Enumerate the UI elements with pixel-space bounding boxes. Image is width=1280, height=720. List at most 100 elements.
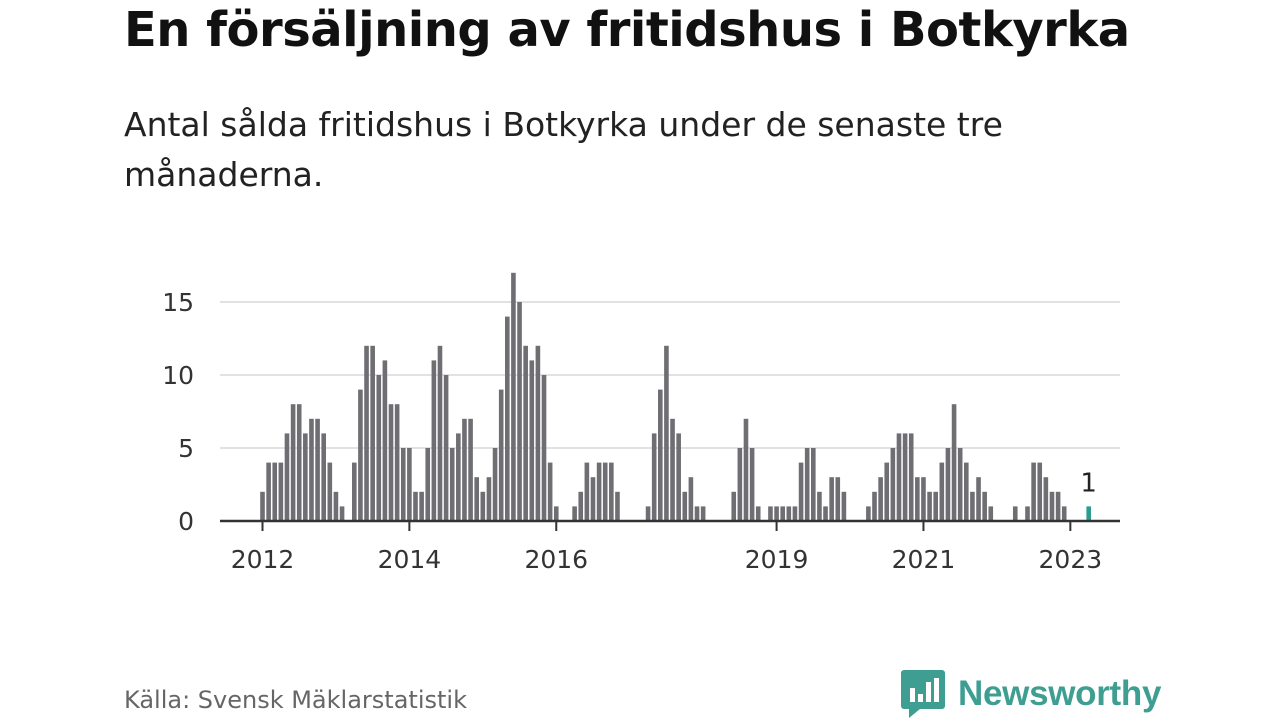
brand-logo[interactable]: Newsworthy	[900, 668, 1161, 720]
bar	[382, 360, 388, 521]
x-tick-label: 2012	[231, 545, 295, 574]
x-tick-label: 2021	[892, 545, 956, 574]
bar	[676, 433, 681, 521]
bar	[798, 462, 804, 521]
bar	[1043, 477, 1049, 521]
bar	[645, 506, 651, 521]
bar	[982, 491, 987, 521]
bar	[737, 448, 743, 521]
bar	[872, 491, 877, 521]
bar	[768, 506, 773, 521]
bar	[260, 491, 265, 521]
y-tick-label: 0	[178, 507, 194, 536]
bar	[486, 477, 492, 521]
bar	[419, 491, 424, 521]
bar	[841, 491, 847, 521]
bar	[835, 477, 841, 521]
bar	[278, 462, 284, 521]
chart-title: En försäljning av fritidshus i Botkyrka	[124, 2, 1130, 58]
bar	[792, 506, 798, 521]
bar	[364, 345, 369, 521]
axes	[220, 519, 1120, 531]
bar	[425, 448, 431, 521]
bar	[529, 360, 535, 521]
bar	[884, 462, 890, 521]
bar	[866, 506, 871, 521]
bar	[602, 462, 608, 521]
bar	[1049, 491, 1055, 521]
tick-labels: 0 5 10 15 2012 2014 2016 2019 2021 2023 1	[162, 288, 1102, 574]
bar	[755, 506, 761, 521]
bar	[731, 491, 737, 521]
bar-chart-speech-bubble-icon	[901, 670, 945, 718]
bar	[535, 345, 541, 521]
bar	[609, 462, 614, 521]
bar	[284, 433, 290, 521]
bar	[480, 491, 486, 521]
bar	[743, 418, 749, 521]
bars	[260, 272, 1091, 521]
bar	[333, 491, 339, 521]
bar	[407, 448, 412, 521]
bar	[811, 448, 816, 521]
bar	[456, 433, 461, 521]
bar	[290, 404, 296, 521]
bar	[651, 433, 657, 521]
x-tick-label: 2019	[745, 545, 809, 574]
bar	[902, 433, 908, 521]
bar	[976, 477, 981, 521]
bar	[498, 389, 504, 521]
bar	[309, 418, 314, 521]
bar	[658, 389, 663, 521]
x-tick-label: 2016	[524, 545, 588, 574]
bar	[694, 506, 700, 521]
bar	[523, 345, 528, 521]
bar	[553, 506, 559, 521]
bar	[988, 506, 994, 521]
bar	[315, 418, 320, 521]
bar	[352, 462, 357, 521]
bar	[413, 491, 418, 521]
bar	[437, 345, 443, 521]
bar-latest	[1086, 506, 1091, 521]
bar	[817, 491, 822, 521]
bar	[664, 345, 669, 521]
bar	[370, 345, 375, 521]
bar	[615, 491, 620, 521]
bar	[462, 418, 467, 521]
bar	[688, 477, 694, 521]
data-label-latest: 1	[1080, 468, 1097, 498]
bar	[578, 491, 584, 521]
bar	[394, 404, 400, 521]
bar	[927, 491, 932, 521]
bar	[670, 418, 675, 521]
bar	[951, 404, 957, 521]
bar	[970, 491, 975, 521]
y-tick-label: 5	[178, 434, 194, 463]
bar	[303, 433, 308, 521]
bar	[945, 448, 951, 521]
bar	[327, 462, 333, 521]
bar	[272, 462, 278, 521]
bar	[804, 448, 810, 521]
bar	[388, 404, 394, 521]
x-tick-label: 2023	[1039, 545, 1103, 574]
bar	[878, 477, 883, 521]
bar	[541, 375, 547, 521]
bar	[1055, 491, 1061, 521]
bar	[517, 302, 522, 521]
bar	[468, 418, 473, 521]
bar	[682, 491, 688, 521]
bar	[511, 272, 516, 521]
bar	[774, 506, 779, 521]
bar	[1012, 506, 1018, 521]
brand-name: Newsworthy	[958, 674, 1162, 713]
bar	[890, 448, 896, 521]
bar	[321, 433, 326, 521]
bar	[296, 404, 302, 521]
bar	[505, 316, 510, 521]
bar	[400, 448, 406, 521]
bar	[376, 375, 382, 521]
gridlines	[220, 301, 1120, 449]
bar	[896, 433, 902, 521]
